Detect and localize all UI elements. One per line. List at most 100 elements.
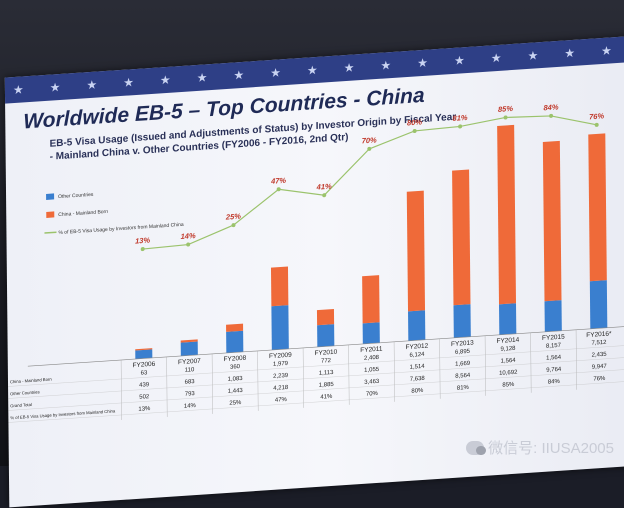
x-tick-label: FY2013 — [451, 340, 474, 349]
pct-data-label: 84% — [543, 102, 558, 112]
bar-china-mainland — [135, 348, 153, 351]
pct-point — [140, 247, 145, 252]
table-column-divider — [166, 356, 168, 417]
table-cell: 1,113 — [319, 370, 334, 377]
table-cell: 81% — [457, 385, 470, 392]
table-top-rule — [27, 324, 624, 367]
bar-other-countries — [135, 349, 153, 360]
pct-data-label: 76% — [589, 111, 604, 121]
x-tick-label: FY2006 — [132, 361, 155, 370]
legend-swatch-china — [46, 211, 55, 218]
pct-point — [503, 115, 508, 120]
eb5-chart: Other Countries China - Mainland Born % of… — [8, 102, 624, 423]
pct-line — [142, 115, 597, 250]
pct-point — [322, 193, 327, 198]
table-cell: 360 — [230, 364, 241, 371]
bar-other-countries — [544, 300, 562, 332]
table-cell: 1,885 — [319, 382, 335, 389]
pct-data-label: 14% — [181, 231, 196, 241]
table-cell: 2,239 — [273, 373, 289, 380]
table-cell: 9,764 — [546, 367, 562, 374]
bar-china-mainland — [542, 140, 562, 302]
x-tick-label: FY2015 — [542, 334, 565, 343]
table-cell: 84% — [548, 379, 561, 386]
pct-data-label: 85% — [498, 104, 513, 114]
bar-china-mainland — [226, 323, 244, 332]
table-cell: 9,128 — [500, 346, 516, 353]
table-row-rule — [8, 355, 624, 399]
x-tick-label: FY2010 — [314, 349, 337, 358]
bar-china-mainland — [270, 266, 289, 307]
table-row-rule — [8, 343, 624, 387]
pct-point — [276, 187, 281, 192]
x-tick-label: FY2014 — [496, 337, 519, 346]
table-cell: 7,512 — [591, 340, 607, 347]
table-cell: 8,157 — [546, 343, 562, 350]
legend-line-pct — [44, 231, 57, 234]
bar-china-mainland — [452, 169, 471, 306]
table-cell: 10,692 — [499, 370, 518, 377]
bar-other-countries — [362, 322, 380, 344]
table-cell: 1,514 — [410, 364, 426, 371]
table-cell: 7,638 — [410, 376, 426, 383]
bar-other-countries — [180, 341, 198, 357]
table-cell: 14% — [184, 403, 197, 410]
table-cell: 1,564 — [501, 358, 517, 365]
pct-point — [594, 122, 599, 127]
watermark: 微信号: IIUSA2005 — [466, 437, 614, 458]
x-tick-label: FY2007 — [178, 358, 201, 367]
table-row-label: % of EB-5 Visa Usage by Investors from M… — [10, 408, 116, 420]
pct-point — [231, 223, 236, 228]
table-cell: 793 — [185, 391, 196, 398]
bar-china-mainland — [588, 133, 607, 282]
table-cell: 1,669 — [455, 361, 471, 368]
table-cell: 502 — [139, 394, 150, 401]
slide: ★★★★★★★★★★★★★★★★★★★★★★★ Worldwide EB-5 –… — [4, 27, 624, 508]
table-cell: 76% — [593, 376, 606, 383]
bar-other-countries — [589, 280, 608, 329]
table-cell: 110 — [185, 367, 195, 374]
pct-data-label: 70% — [362, 135, 377, 145]
table-row-label: China - Mainland Born — [10, 377, 52, 385]
pct-data-label: 80% — [407, 117, 422, 127]
table-cell: 47% — [275, 397, 288, 404]
table-column-divider — [211, 353, 213, 414]
table-cell: 3,463 — [364, 379, 380, 386]
table-cell: 8,564 — [455, 373, 471, 380]
table-column-divider — [348, 344, 350, 405]
bar-other-countries — [271, 305, 289, 350]
table-cell: 63 — [141, 370, 148, 376]
table-column-divider — [302, 347, 304, 408]
bar-china-mainland — [316, 309, 335, 326]
x-tick-label: FY2012 — [405, 343, 428, 352]
table-cell: 439 — [139, 382, 150, 389]
projected-slide-frame: ★★★★★★★★★★★★★★★★★★★★★★★ Worldwide EB-5 –… — [4, 27, 624, 508]
table-cell: 13% — [138, 406, 151, 413]
legend-label-pct: % of EB-5 Visa Usage by Investors from M… — [58, 222, 183, 236]
table-column-divider — [439, 338, 441, 399]
table-cell: 41% — [320, 394, 333, 401]
table-row-rule — [8, 367, 624, 411]
table-column-divider — [484, 335, 486, 396]
table-row-label: Other Countries — [10, 389, 40, 396]
x-tick-label: FY2008 — [223, 355, 246, 364]
table-cell: 25% — [229, 400, 242, 407]
table-column-divider — [575, 329, 577, 390]
table-column-divider — [120, 359, 122, 420]
bar-other-countries — [453, 304, 471, 338]
bar-china-mainland — [406, 190, 426, 312]
table-row-rule — [8, 379, 624, 423]
table-cell: 80% — [411, 388, 424, 395]
bar-china-mainland — [362, 275, 380, 324]
pct-point — [458, 124, 463, 129]
table-cell: 2,435 — [592, 352, 608, 359]
bar-china-mainland — [180, 339, 198, 343]
legend-label-other: Other Countries — [58, 192, 94, 200]
watermark-text: 微信号: IIUSA2005 — [488, 440, 614, 457]
pct-point — [367, 146, 372, 151]
table-cell: 9,947 — [592, 364, 608, 371]
pct-data-label: 47% — [270, 176, 286, 186]
x-tick-label: FY2016* — [586, 330, 612, 339]
x-tick-label: FY2011 — [360, 346, 383, 354]
bar-china-mainland — [497, 124, 517, 305]
